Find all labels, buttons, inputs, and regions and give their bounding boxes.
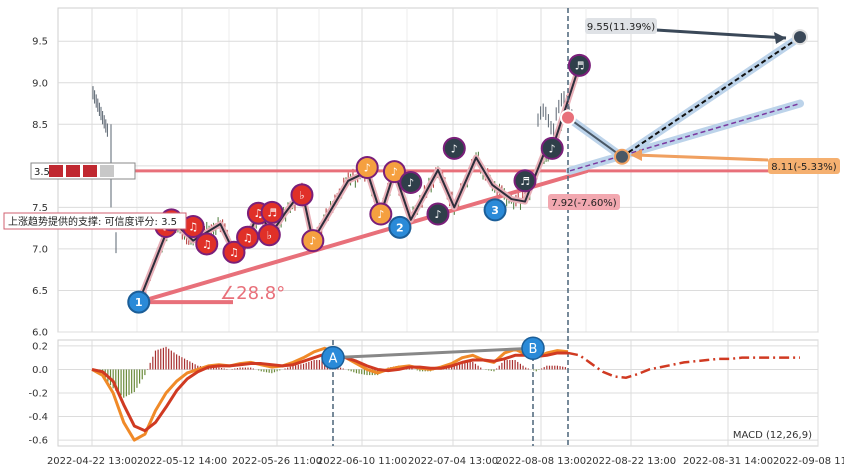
pattern-marker-label: 3: [491, 204, 499, 217]
pattern-marker-label: ♫: [254, 207, 264, 220]
x-tick-label: 2022-08-31 14:00: [683, 456, 773, 467]
divergence-a-marker: [321, 345, 345, 370]
pattern-marker-label: ♬: [520, 175, 530, 188]
pattern-marker-label: ♪: [549, 142, 556, 155]
pattern-marker-orange: [301, 229, 325, 253]
pattern-marker-red: [290, 183, 314, 207]
price-y-tick-label: 6.0: [32, 328, 48, 339]
score-badge-cell: [100, 165, 114, 177]
pattern-marker-red: [222, 240, 246, 264]
pattern-marker-num: [483, 198, 507, 222]
x-tick-label: 2022-05-12 14:00: [137, 456, 227, 467]
pattern-marker-orange: [382, 160, 406, 184]
macd-y-tick-label: -0.2: [28, 389, 48, 400]
pattern-marker-dark: [513, 169, 537, 193]
pattern-marker-orange: [355, 156, 379, 180]
pattern-marker-label: ♭: [299, 189, 304, 202]
pattern-marker-label: ♪: [434, 208, 441, 221]
support-note: 上涨趋势提供的支撑: 可信度评分: 3.5: [8, 215, 177, 228]
pattern-marker-dark: [442, 136, 466, 160]
low-target-label: 7.92(-7.60%): [551, 198, 617, 209]
mid-target-arrowhead: [630, 149, 642, 161]
mid-target-label-bg: [768, 158, 840, 174]
price-y-tick-label: 6.5: [32, 286, 48, 297]
projection-dashed: [621, 36, 801, 158]
macd-forecast-line: [567, 351, 800, 379]
pattern-marker-label: ♫: [188, 220, 198, 233]
pattern-marker-label: ♫: [229, 246, 239, 259]
price-y-tick-label: 8.5: [32, 120, 48, 131]
price-y-tick-label: 9.0: [32, 78, 48, 89]
high-target-arrow: [655, 28, 787, 40]
pattern-marker-dark: [399, 170, 423, 194]
pattern-marker-orange: [369, 202, 393, 226]
projection-high-point: [792, 29, 808, 46]
mid-target-arrow: [633, 153, 769, 162]
support-note-box: [3, 212, 187, 230]
x-tick-label: 2022-05-26 11:00: [232, 456, 322, 467]
high-target-label: 9.55(11.39%): [587, 22, 655, 33]
pattern-marker-red: [236, 225, 260, 249]
pattern-marker-label: ♪: [451, 142, 458, 155]
pattern-marker-label: ♪: [377, 208, 384, 221]
x-tick-label: 2022-07-04 13:00: [408, 456, 498, 467]
x-tick-label: 2022-08-08 13:00: [496, 456, 586, 467]
pattern-marker-label: ♭: [267, 229, 272, 242]
pattern-marker-label: ♫: [243, 231, 253, 244]
pattern-marker-red: [195, 232, 219, 256]
price-y-tick-label: 7.5: [32, 203, 48, 214]
pattern-marker-label: ♬: [574, 59, 584, 72]
price-y-tick-label: 7.0: [32, 244, 48, 255]
x-tick-label: 2022-06-10 11:00: [317, 456, 407, 467]
macd-y-tick-label: -0.6: [28, 436, 48, 447]
pattern-marker-dark: [540, 136, 564, 160]
x-tick-label: 2022-08-22 13:00: [586, 456, 676, 467]
x-tick-label: 2022-04-22 13:00: [47, 456, 137, 467]
x-tick-label: 2022-09-08 11:00: [773, 456, 844, 467]
pattern-marker-dark: [426, 202, 450, 226]
pattern-marker-dark: [567, 53, 591, 77]
score-badge-value: 3.5: [34, 167, 50, 178]
pattern-marker-label: ♫: [202, 238, 212, 251]
price-y-tick-label: 9.5: [32, 37, 48, 48]
score-badge-cell: [66, 165, 80, 177]
pattern-marker-label: ♪: [364, 162, 371, 175]
low-target-label-bg: [548, 194, 620, 210]
macd-y-tick-label: -0.4: [28, 412, 48, 423]
pattern-marker-red: [260, 200, 284, 224]
high-target-arrowhead: [774, 32, 786, 44]
mid-target-label: 8.11(-5.33%): [771, 162, 837, 173]
pattern-marker-label: ♪: [391, 166, 398, 179]
divergence-connector: [332, 346, 534, 360]
projection-band: [566, 99, 804, 175]
pattern-marker-label: 2: [396, 221, 404, 234]
pattern-marker-label: ♪: [309, 235, 316, 248]
pattern-marker-label: 1: [135, 296, 143, 309]
projection-leg: [567, 116, 623, 158]
macd-y-tick-label: 0.0: [32, 365, 48, 376]
macd-title: MACD (12,26,9): [733, 430, 812, 441]
pattern-marker-num: [388, 215, 412, 239]
divergence-b-marker: [521, 336, 545, 360]
projection-mid-point: [614, 148, 630, 165]
pattern-marker-num: [127, 290, 151, 314]
support-trendline: [138, 168, 589, 305]
divergence-b-label: B: [529, 342, 538, 357]
divergence-a-label: A: [329, 352, 338, 367]
pattern-marker-label: ♬: [267, 206, 277, 219]
score-badge-cell: [49, 165, 63, 177]
macd-y-tick-label: 0.2: [32, 341, 48, 352]
angle-annotation: ∠28.8°: [220, 283, 285, 304]
pattern-marker-label: ♪: [407, 176, 414, 189]
high-target-label-bg: [585, 18, 657, 34]
pattern-marker-red: [257, 223, 281, 247]
score-badge-cell: [83, 165, 97, 177]
projection-start-point: [560, 109, 576, 126]
